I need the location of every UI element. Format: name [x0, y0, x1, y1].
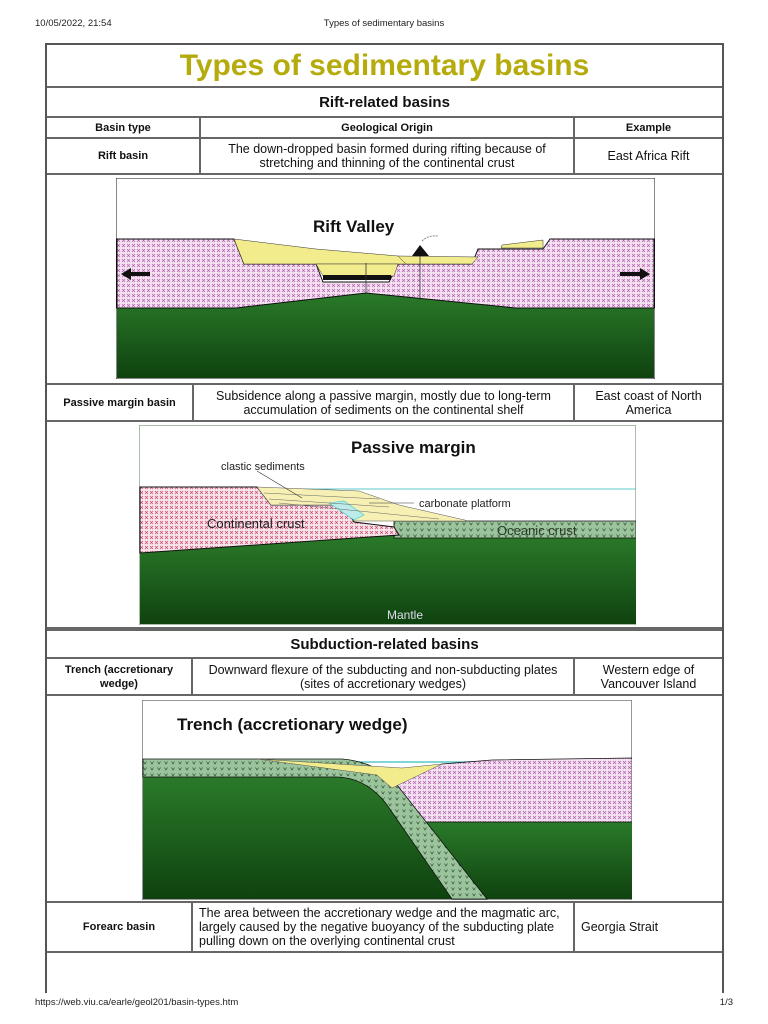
basin-type-cell: Passive margin basin [47, 385, 192, 420]
arrow-left-icon [121, 268, 150, 280]
example-text: Western edge of Vancouver Island [600, 662, 697, 691]
figure-row: Passive margin clastic sediments carbona… [47, 422, 722, 629]
origin-text: Downward flexure of the subducting and n… [208, 662, 558, 691]
table-row: Passive margin basin Subsidence along a … [47, 385, 722, 422]
label-oceanic-crust: Oceanic crust [497, 523, 577, 538]
column-header-label: Geological Origin [341, 121, 433, 134]
example-text: East Africa Rift [607, 149, 690, 163]
basin-type-cell: Rift basin [47, 139, 199, 173]
passive-margin-figure: Passive margin clastic sediments carbona… [139, 425, 636, 625]
print-page-title: Types of sedimentary basins [323, 18, 445, 29]
origin-text: Subsidence along a passive margin, mostl… [216, 388, 551, 417]
example-text: Georgia Strait [581, 920, 659, 934]
example-cell: East Africa Rift [573, 139, 722, 173]
figure-row: Rift Valley [47, 175, 722, 385]
origin-cell: The area between the accretionary wedge … [191, 903, 573, 951]
origin-cell: Downward flexure of the subducting and n… [191, 659, 573, 694]
table-row: Forearc basin The area between the accre… [47, 903, 722, 953]
print-url: https://web.viu.ca/earle/geol201/basin-t… [35, 997, 239, 1008]
label-carbonate-platform: carbonate platform [419, 498, 511, 510]
label-continental-crust: Continental crust [207, 516, 305, 531]
section-heading-row: Rift-related basins [47, 88, 722, 118]
table-row: Trench (accretionary wedge) Downward fle… [47, 659, 722, 696]
section-heading-row: Subduction-related basins [47, 629, 722, 659]
rift-valley-figure: Rift Valley [116, 178, 655, 379]
label-mantle: Mantle [387, 608, 423, 622]
arrow-right-icon [620, 268, 650, 280]
basin-types-table: Types of sedimentary basins Rift-related… [45, 43, 724, 993]
figure-row: Trench (accretionary wedge) [47, 696, 722, 903]
basin-type-cell: Trench (accretionary wedge) [47, 659, 191, 694]
figure-title: Rift Valley [313, 217, 395, 236]
column-header-label: Example [625, 121, 672, 134]
section-heading-cell: Rift-related basins [47, 88, 722, 116]
column-header-origin: Geological Origin [199, 118, 573, 137]
example-cell: Georgia Strait [573, 903, 722, 951]
print-header: 10/05/2022, 21:54 Types of sedimentary b… [35, 18, 733, 30]
section-heading-cell: Subduction-related basins [47, 631, 722, 657]
title-row: Types of sedimentary basins [47, 45, 722, 88]
figure-title: Passive margin [351, 438, 476, 457]
section-heading-rift: Rift-related basins [319, 93, 450, 111]
example-text: East coast of North America [595, 388, 702, 417]
origin-text: The area between the accretionary wedge … [199, 906, 560, 948]
column-header-basin-type: Basin type [47, 118, 199, 137]
print-page-number: 1/3 [719, 997, 733, 1008]
column-header-row: Basin type Geological Origin Example [47, 118, 722, 139]
figure-title: Trench (accretionary wedge) [177, 715, 408, 734]
example-cell: East coast of North America [573, 385, 722, 420]
basin-type: Forearc basin [82, 921, 156, 933]
table-row: Rift basin The down-dropped basin formed… [47, 139, 722, 175]
column-header-example: Example [573, 118, 722, 137]
section-heading-subduction: Subduction-related basins [290, 635, 479, 653]
basin-type: Rift basin [97, 150, 149, 162]
origin-text: The down-dropped basin formed during rif… [228, 142, 546, 170]
label-clastic-sediments: clastic sediments [221, 461, 305, 473]
print-datetime: 10/05/2022, 21:54 [35, 18, 112, 29]
trench-figure: Trench (accretionary wedge) [142, 700, 632, 900]
column-header-label: Basin type [95, 121, 151, 134]
origin-cell: The down-dropped basin formed during rif… [199, 139, 573, 173]
example-cell: Western edge of Vancouver Island [573, 659, 722, 694]
origin-cell: Subsidence along a passive margin, mostl… [192, 385, 573, 420]
basin-type-cell: Forearc basin [47, 903, 191, 951]
page-title: Types of sedimentary basins [179, 48, 590, 82]
basin-type: Passive margin basin [63, 396, 176, 409]
basin-type: Trench (accretionary wedge) [64, 663, 174, 690]
print-footer: https://web.viu.ca/earle/geol201/basin-t… [35, 997, 733, 1009]
title-cell: Types of sedimentary basins [47, 45, 722, 86]
